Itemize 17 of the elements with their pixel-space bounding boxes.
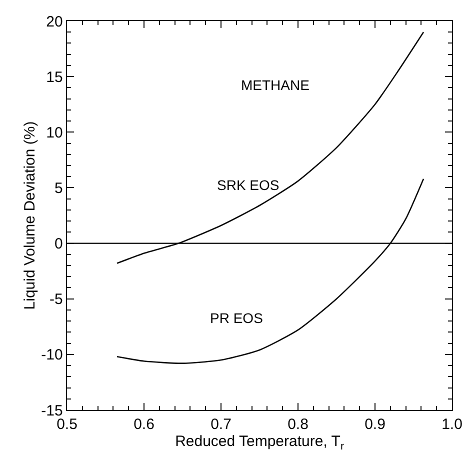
y-axis-title: Liquid Volume Deviation (%)	[21, 121, 38, 310]
x-tick-label: 0.6	[134, 416, 154, 434]
y-tick-label: 20	[46, 13, 63, 30]
annotation: SRK EOS	[217, 177, 280, 193]
y-tick-label: -10	[41, 346, 63, 364]
x-tick-label: 0.7	[210, 416, 232, 434]
y-tick-label: 5	[54, 180, 63, 197]
x-tick-label: 0.9	[364, 416, 386, 434]
x-axis-title: Reduced Temperature, T$_{r}$	[175, 433, 344, 452]
y-tick-label: 10	[46, 124, 63, 142]
y-tick-label: -5	[49, 291, 63, 308]
x-tick-label: 1.0	[442, 416, 462, 434]
annotation: METHANE	[241, 77, 310, 93]
y-tick-label: 15	[46, 68, 63, 86]
annotation: PR EOS	[210, 310, 263, 326]
x-tick-label: 0.8	[288, 416, 308, 434]
y-tick-label: 0	[54, 236, 63, 253]
